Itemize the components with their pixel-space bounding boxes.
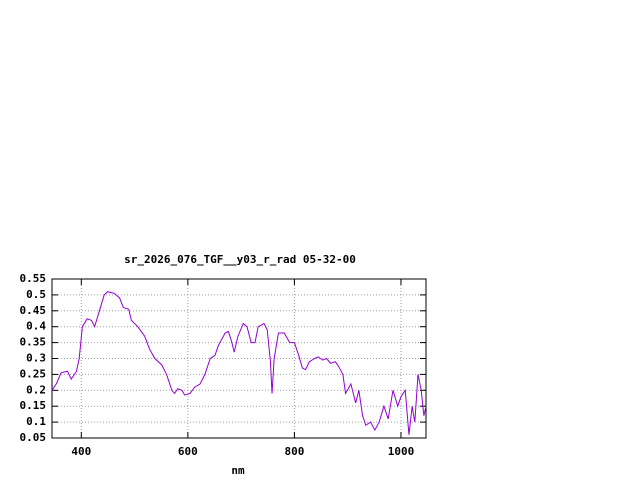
y-tick-label: 0.35 xyxy=(20,336,47,349)
x-tick-label: 400 xyxy=(71,445,91,458)
chart-title: sr_2026_076_TGF__y03_r_rad 05-32-00 xyxy=(124,253,356,266)
x-axis-label: nm xyxy=(231,464,245,477)
y-tick-label: 0.25 xyxy=(20,367,47,380)
data-line xyxy=(51,291,427,435)
y-tick-label: 0.05 xyxy=(20,431,47,444)
y-tick-label: 0.45 xyxy=(20,304,47,317)
y-tick-label: 0.15 xyxy=(20,399,47,412)
y-tick-label: 0.1 xyxy=(26,415,46,428)
x-tick-label: 800 xyxy=(284,445,304,458)
x-tick-label: 1000 xyxy=(388,445,415,458)
y-tick-label: 0.4 xyxy=(26,320,46,333)
y-tick-label: 0.3 xyxy=(26,352,46,365)
y-tick-label: 0.2 xyxy=(26,383,46,396)
plot-frame xyxy=(51,278,427,439)
y-tick-label: 0.5 xyxy=(26,288,46,301)
y-tick-label: 0.55 xyxy=(20,272,47,285)
x-tick-label: 600 xyxy=(178,445,198,458)
